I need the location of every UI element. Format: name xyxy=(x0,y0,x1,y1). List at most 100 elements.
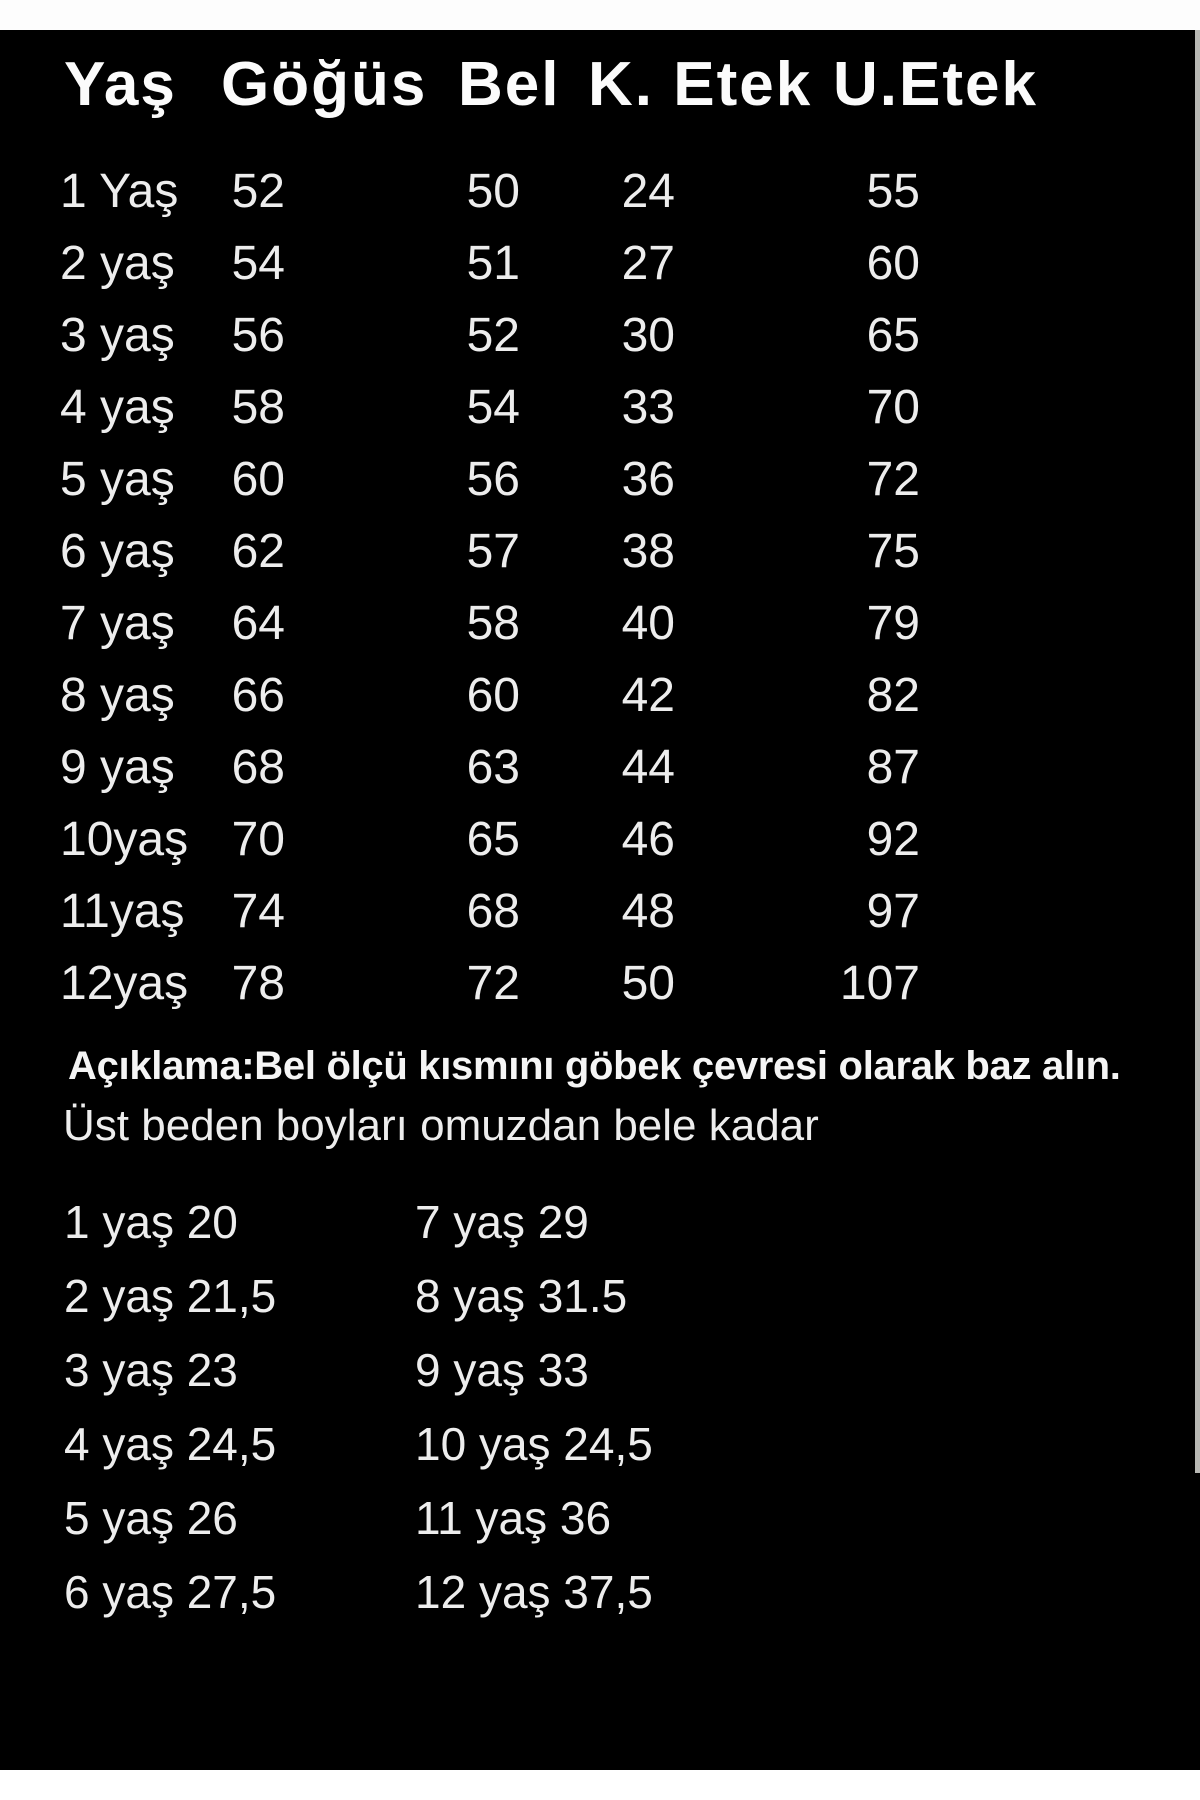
size-table-row: 5 yaş 60 56 36 72 xyxy=(60,443,980,515)
size-chart-panel: Yaş Göğüs Bel K. Etek U.Etek 1 Yaş 52 50… xyxy=(0,30,1200,1770)
upper-body-lengths-right-column: 7 yaş 29 8 yaş 31.5 9 yaş 33 10 yaş 24,5… xyxy=(415,1185,653,1629)
row-age-label: 12yaş xyxy=(60,956,189,1010)
header-waist: Bel xyxy=(458,50,561,119)
size-table-row: 4 yaş 58 54 33 70 xyxy=(60,371,980,443)
row-age-label: 2 yaş xyxy=(60,236,175,290)
upper-body-length-item: 2 yaş 21,5 xyxy=(64,1270,277,1322)
row-short-skirt-value: 33 xyxy=(621,380,675,434)
row-age-label: 1 Yaş xyxy=(60,164,179,218)
row-chest-value: 64 xyxy=(231,596,285,650)
row-age-label: 7 yaş xyxy=(60,596,175,650)
row-short-skirt-value: 48 xyxy=(621,884,675,938)
upper-body-length-item: 10 yaş 24,5 xyxy=(415,1418,653,1470)
row-waist-value: 52 xyxy=(466,308,520,362)
row-waist-value: 65 xyxy=(466,812,520,866)
row-waist-value: 72 xyxy=(466,956,520,1010)
row-waist-value: 60 xyxy=(466,668,520,722)
row-short-skirt-value: 36 xyxy=(621,452,675,506)
row-waist-value: 58 xyxy=(466,596,520,650)
row-waist-value: 50 xyxy=(466,164,520,218)
upper-body-lengths-left-column: 1 yaş 20 2 yaş 21,5 3 yaş 23 4 yaş 24,5 … xyxy=(64,1185,276,1629)
row-short-skirt-value: 40 xyxy=(621,596,675,650)
row-short-skirt-value: 44 xyxy=(621,740,675,794)
row-short-skirt-value: 50 xyxy=(621,956,675,1010)
size-table-row: 6 yaş 62 57 38 75 xyxy=(60,515,980,587)
upper-body-length-item: 11 yaş 36 xyxy=(415,1492,612,1544)
upper-body-length-item: 8 yaş 31.5 xyxy=(415,1270,628,1322)
note-upper-body-caption: Üst beden boyları omuzdan bele kadar xyxy=(63,1101,819,1150)
upper-body-length-item: 6 yaş 27,5 xyxy=(64,1566,277,1618)
row-age-label: 6 yaş xyxy=(60,524,175,578)
row-long-skirt-value: 107 xyxy=(839,956,920,1010)
size-table-row: 1 Yaş 52 50 24 55 xyxy=(60,155,980,227)
header-short-skirt: K. Etek xyxy=(588,50,813,119)
size-table-row: 3 yaş 56 52 30 65 xyxy=(60,299,980,371)
row-age-label: 10yaş xyxy=(60,812,189,866)
size-table-row: 11yaş 74 68 48 97 xyxy=(60,875,980,947)
row-long-skirt-value: 87 xyxy=(866,740,920,794)
upper-body-length-item: 1 yaş 20 xyxy=(64,1196,238,1248)
row-long-skirt-value: 72 xyxy=(866,452,920,506)
upper-body-length-item: 5 yaş 26 xyxy=(64,1492,238,1544)
row-long-skirt-value: 79 xyxy=(866,596,920,650)
size-table: 1 Yaş 52 50 24 55 2 yaş 54 51 27 60 3 ya… xyxy=(60,155,980,1019)
row-chest-value: 58 xyxy=(231,380,285,434)
row-chest-value: 68 xyxy=(231,740,285,794)
row-chest-value: 60 xyxy=(231,452,285,506)
row-age-label: 3 yaş xyxy=(60,308,175,362)
row-long-skirt-value: 97 xyxy=(866,884,920,938)
header-age: Yaş xyxy=(64,50,177,119)
row-chest-value: 78 xyxy=(231,956,285,1010)
row-long-skirt-value: 75 xyxy=(866,524,920,578)
row-chest-value: 70 xyxy=(231,812,285,866)
header-chest: Göğüs xyxy=(221,50,428,119)
row-long-skirt-value: 92 xyxy=(866,812,920,866)
upper-body-length-item: 9 yaş 33 xyxy=(415,1344,589,1396)
row-short-skirt-value: 38 xyxy=(621,524,675,578)
row-age-label: 9 yaş xyxy=(60,740,175,794)
row-long-skirt-value: 65 xyxy=(866,308,920,362)
row-age-label: 8 yaş xyxy=(60,668,175,722)
header-long-skirt: U.Etek xyxy=(833,50,1038,119)
row-chest-value: 62 xyxy=(231,524,285,578)
size-table-row: 8 yaş 66 60 42 82 xyxy=(60,659,980,731)
upper-body-length-item: 7 yaş 29 xyxy=(415,1196,589,1248)
upper-body-length-item: 4 yaş 24,5 xyxy=(64,1418,277,1470)
size-table-row: 10yaş 70 65 46 92 xyxy=(60,803,980,875)
scrollbar[interactable] xyxy=(1195,30,1200,1473)
upper-body-length-item: 3 yaş 23 xyxy=(64,1344,238,1396)
row-long-skirt-value: 70 xyxy=(866,380,920,434)
top-strip xyxy=(0,0,1200,30)
row-long-skirt-value: 60 xyxy=(866,236,920,290)
row-waist-value: 68 xyxy=(466,884,520,938)
row-waist-value: 54 xyxy=(466,380,520,434)
size-table-row: 2 yaş 54 51 27 60 xyxy=(60,227,980,299)
notes-block: Açıklama:Bel ölçü kısmını göbek çevresi … xyxy=(0,1036,1200,1156)
row-age-label: 11yaş xyxy=(60,884,185,938)
row-chest-value: 74 xyxy=(231,884,285,938)
row-age-label: 4 yaş xyxy=(60,380,175,434)
size-table-row: 12yaş 78 72 50 107 xyxy=(60,947,980,1019)
size-table-header: Yaş Göğüs Bel K. Etek U.Etek xyxy=(0,48,1200,122)
row-waist-value: 63 xyxy=(466,740,520,794)
row-chest-value: 54 xyxy=(231,236,285,290)
row-chest-value: 56 xyxy=(231,308,285,362)
row-short-skirt-value: 27 xyxy=(621,236,675,290)
size-table-row: 9 yaş 68 63 44 87 xyxy=(60,731,980,803)
row-waist-value: 51 xyxy=(466,236,520,290)
row-long-skirt-value: 55 xyxy=(866,164,920,218)
row-short-skirt-value: 24 xyxy=(621,164,675,218)
row-waist-value: 57 xyxy=(466,524,520,578)
row-short-skirt-value: 46 xyxy=(621,812,675,866)
row-waist-value: 56 xyxy=(466,452,520,506)
note-waist-explanation: Açıklama:Bel ölçü kısmını göbek çevresi … xyxy=(68,1044,1121,1088)
row-short-skirt-value: 30 xyxy=(621,308,675,362)
row-short-skirt-value: 42 xyxy=(621,668,675,722)
row-chest-value: 52 xyxy=(231,164,285,218)
size-table-row: 7 yaş 64 58 40 79 xyxy=(60,587,980,659)
bottom-strip xyxy=(0,1770,1200,1800)
row-long-skirt-value: 82 xyxy=(866,668,920,722)
row-age-label: 5 yaş xyxy=(60,452,175,506)
row-chest-value: 66 xyxy=(231,668,285,722)
